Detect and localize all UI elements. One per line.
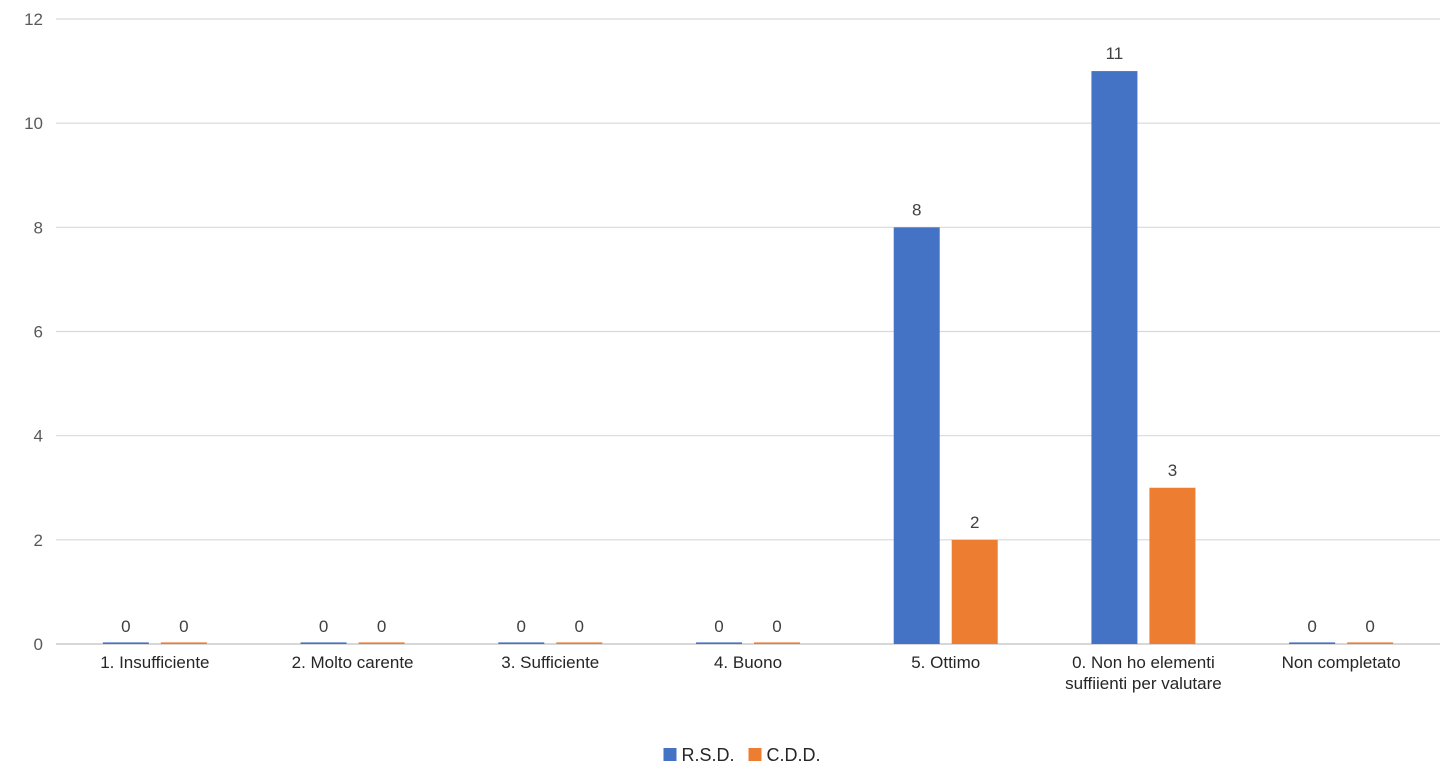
x-axis-category-labels: 1. Insufficiente 2. Molto carente 3. Suffi… [100, 653, 1400, 693]
legend: R.S.D. C.D.D. [663, 745, 821, 765]
data-label: 0 [1307, 617, 1316, 636]
legend-label: C.D.D. [767, 745, 821, 765]
y-tick-label: 6 [34, 323, 43, 342]
data-label: 11 [1106, 44, 1124, 63]
data-labels: 0 0 0 0 0 0 0 0 8 2 11 3 0 0 [121, 44, 1375, 636]
gridlines [56, 18, 1440, 645]
data-label: 0 [377, 617, 386, 636]
bar-rsd [102, 642, 149, 644]
x-category-label-line: 0. Non ho elementi [1072, 653, 1215, 672]
x-category-label: 2. Molto carente [292, 653, 414, 672]
y-tick-label: 12 [24, 10, 43, 29]
x-category-label-line: Non completato [1282, 653, 1401, 672]
y-axis-tick-labels: 0 2 4 6 8 10 12 [24, 10, 43, 654]
bar-rsd [696, 642, 742, 644]
y-tick-label: 10 [24, 114, 43, 133]
y-tick-label: 0 [34, 635, 43, 654]
bar-rsd [1289, 642, 1336, 644]
bar-cdd [556, 642, 603, 644]
bar-cdd [754, 642, 800, 644]
data-label: 0 [575, 617, 584, 636]
bar-cdd [1149, 487, 1196, 644]
y-tick-label: 8 [34, 218, 43, 237]
x-category-label: 0. Non ho elementi suffiienti per valutar… [1065, 653, 1222, 693]
data-label: 0 [319, 617, 328, 636]
x-category-label-line: 2. Molto carente [292, 653, 414, 672]
data-label: 8 [912, 200, 921, 219]
x-category-label: 1. Insufficiente [100, 653, 209, 672]
x-category-label-line: 1. Insufficiente [100, 653, 209, 672]
x-category-label-line: 5. Ottimo [911, 653, 980, 672]
y-tick-label: 2 [34, 531, 43, 550]
legend-swatch [748, 748, 762, 761]
legend-swatch [663, 748, 677, 761]
x-category-label-line: suffiienti per valutare [1065, 674, 1222, 693]
x-category-label: 5. Ottimo [911, 653, 980, 672]
data-label: 0 [121, 617, 130, 636]
x-category-label-line: 4. Buono [714, 653, 782, 672]
bar-rsd [893, 227, 940, 645]
bar-rsd [1091, 71, 1138, 645]
bar-cdd [358, 642, 405, 644]
x-category-label: 3. Sufficiente [501, 653, 599, 672]
bar-cdd [951, 539, 998, 644]
data-label: 3 [1168, 461, 1177, 480]
x-category-label-line: 3. Sufficiente [501, 653, 599, 672]
data-label: 0 [517, 617, 526, 636]
bar-cdd [1347, 642, 1394, 644]
legend-label: R.S.D. [681, 745, 734, 765]
data-label: 0 [714, 617, 723, 636]
bar-cdd [160, 642, 207, 644]
data-label: 0 [772, 617, 781, 636]
y-tick-label: 4 [34, 427, 43, 446]
data-label: 0 [1365, 617, 1374, 636]
data-label: 2 [970, 513, 979, 532]
bar-rsd [498, 642, 545, 644]
x-category-label: 4. Buono [714, 653, 782, 672]
x-category-label: Non completato [1282, 653, 1401, 672]
bar-rsd [300, 642, 347, 644]
data-label: 0 [179, 617, 188, 636]
bars [102, 71, 1394, 645]
